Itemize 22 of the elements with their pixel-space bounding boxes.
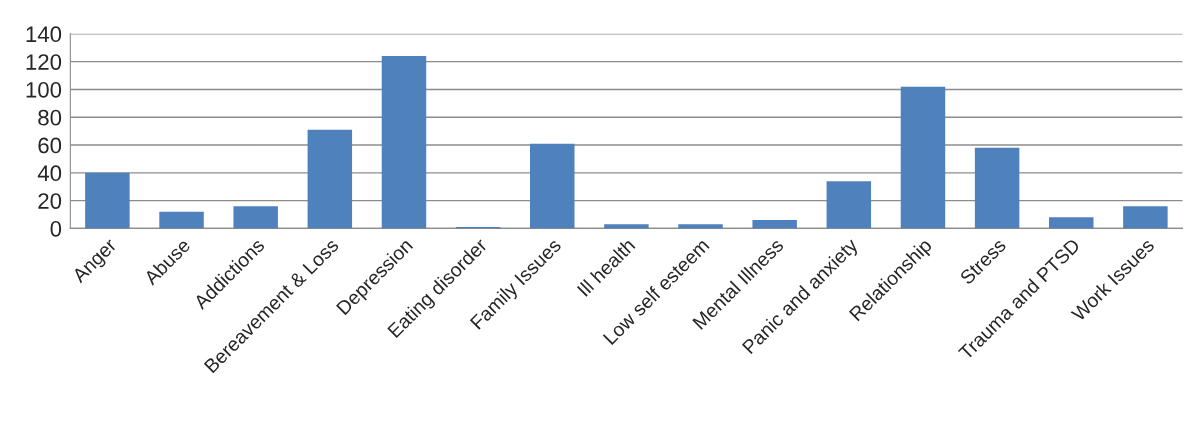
bar <box>752 220 797 229</box>
bar <box>159 211 204 229</box>
bar <box>678 224 723 229</box>
bar <box>900 86 946 229</box>
bar <box>233 206 278 229</box>
bar <box>381 56 427 229</box>
bar <box>530 143 575 229</box>
y-tick-label: 40 <box>37 165 62 182</box>
y-tick-label: 0 <box>50 220 62 237</box>
bar <box>85 172 130 229</box>
y-tick-label: 140 <box>26 26 62 43</box>
bar <box>826 181 872 229</box>
y-tick-label: 60 <box>38 137 62 154</box>
y-tick-label: 120 <box>26 54 62 70</box>
bar <box>307 129 353 229</box>
y-tick-label: 100 <box>26 81 62 98</box>
bar <box>1123 206 1168 229</box>
bar <box>604 224 649 229</box>
y-tick-label: 20 <box>38 193 62 209</box>
bar <box>974 147 1020 229</box>
y-tick-label: 80 <box>38 109 62 126</box>
bar <box>1049 217 1094 229</box>
